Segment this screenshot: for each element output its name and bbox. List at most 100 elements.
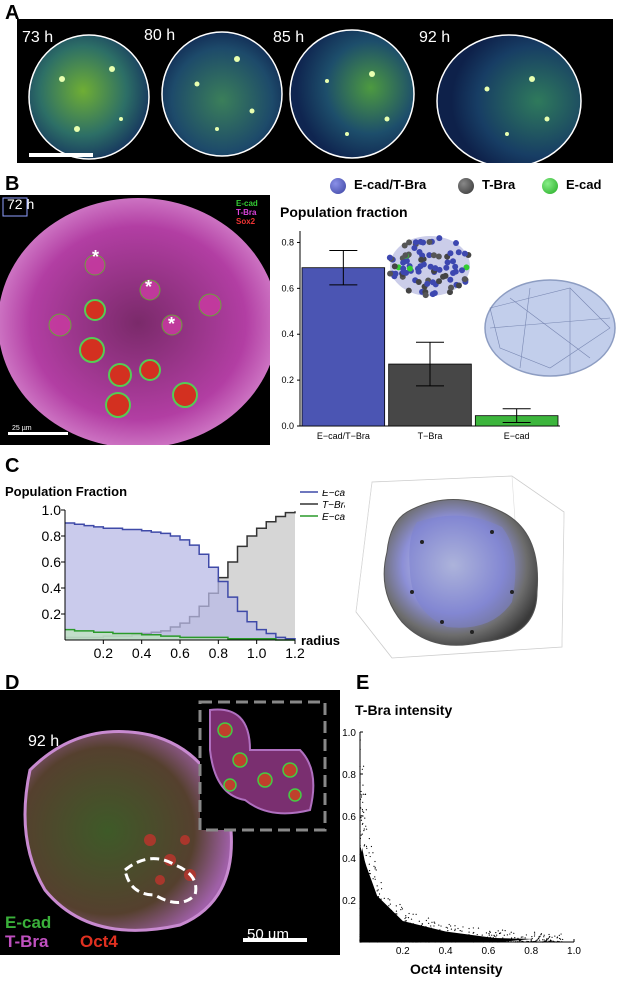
scatter-point xyxy=(360,796,363,798)
scatter-point xyxy=(397,939,399,941)
cloud-cell xyxy=(402,252,409,259)
scatter-point xyxy=(415,913,417,915)
organoid-85h xyxy=(289,29,415,159)
scatter-point xyxy=(440,935,442,937)
scatter-point xyxy=(366,872,368,875)
scatter-point xyxy=(370,919,372,921)
scatter-ylabel: T-Bra intensity xyxy=(355,702,453,718)
cloud-cell xyxy=(400,259,407,266)
legend-label-tbra: T-Bra xyxy=(482,177,516,192)
scatter-point xyxy=(374,868,376,870)
scatter-point xyxy=(426,938,428,941)
scatter-point xyxy=(376,925,378,928)
scatter-point xyxy=(368,863,370,865)
scatter-point xyxy=(559,937,561,940)
scatter-point xyxy=(362,822,364,825)
panel-d-image xyxy=(0,690,340,955)
scatter-point xyxy=(445,934,447,936)
scatter-point xyxy=(362,934,364,936)
scatter-point xyxy=(388,939,390,942)
scatter-point xyxy=(365,910,367,912)
scatter-x-tick-label: 0.2 xyxy=(396,946,410,957)
scatter-point xyxy=(449,940,451,942)
scatter-x-tick-label: 1.0 xyxy=(567,946,581,957)
cloud-cell xyxy=(447,250,454,257)
scatter-point xyxy=(382,919,384,921)
scatter-point xyxy=(482,940,484,942)
panel-a-organoids xyxy=(28,29,582,168)
scatter-point xyxy=(543,939,545,941)
scatter-point xyxy=(360,817,362,819)
scatter-point xyxy=(435,939,437,941)
scatter-point xyxy=(365,809,367,811)
cloud-cell xyxy=(422,292,429,299)
scatter-point xyxy=(514,937,516,939)
scatter-point xyxy=(391,938,394,940)
scatter-point xyxy=(479,938,481,940)
area-x-tick-label: 0.2 xyxy=(94,645,114,660)
panel-b-label: B xyxy=(5,173,20,195)
scatter-point xyxy=(367,872,369,874)
scatter-point xyxy=(438,924,440,926)
timepoint-label: 80 h xyxy=(144,27,176,44)
cloud-cell xyxy=(426,238,433,245)
scatter-point xyxy=(361,868,364,870)
scatter-point xyxy=(500,938,502,940)
cloud-cell xyxy=(392,270,399,277)
scatter-point xyxy=(421,935,423,937)
bar-y-tick-label: 0.8 xyxy=(281,237,294,247)
scatter-point xyxy=(473,931,475,934)
scatter-point xyxy=(426,931,428,933)
scatter-point xyxy=(363,811,365,813)
scatter-point xyxy=(364,870,366,873)
organoid-80h xyxy=(161,31,283,157)
scatter-point xyxy=(451,937,453,940)
scatter-point xyxy=(485,932,488,934)
scatter-point xyxy=(418,932,420,934)
scatter-point xyxy=(374,866,376,868)
scatter-point xyxy=(430,927,432,929)
cloud-cell xyxy=(436,235,443,242)
scatter-point xyxy=(551,940,553,942)
scatter-point xyxy=(460,938,463,940)
scatter-point xyxy=(418,938,421,941)
scatter-point xyxy=(373,926,375,928)
scatter-point xyxy=(372,852,374,854)
scatter-point xyxy=(493,938,495,941)
scatter-point xyxy=(497,939,499,941)
panel-d-micrograph xyxy=(23,700,327,942)
scatter-point xyxy=(436,939,438,941)
scatter-point xyxy=(472,927,474,929)
scatter-point xyxy=(392,929,395,931)
scatter-point xyxy=(390,909,393,912)
scatter-point xyxy=(406,926,408,929)
scatter-point xyxy=(362,869,364,871)
population-bar-chart: Population fraction 0.0 0.2 0.4 0.6 0.8 E−cad… xyxy=(280,204,616,441)
scatter-point xyxy=(362,907,364,909)
cloud-cell xyxy=(426,252,433,259)
scatter-point xyxy=(373,865,375,867)
scatter-point xyxy=(395,905,397,907)
cloud-cell xyxy=(418,256,425,263)
scatter-y-tick-label: 0.2 xyxy=(342,896,356,907)
scatter-point xyxy=(372,889,374,891)
scatter-point xyxy=(414,936,416,938)
scatter-point xyxy=(412,923,414,925)
cloud-cell xyxy=(415,279,422,286)
scatter-point xyxy=(481,934,483,936)
scatter-y-tick-label: 1.0 xyxy=(342,728,356,739)
scatter-dense-core xyxy=(360,845,500,942)
cloud-cell xyxy=(420,239,427,246)
scatter-point xyxy=(457,927,459,930)
cloud-cell xyxy=(449,258,456,265)
scatter-point xyxy=(413,934,415,936)
scatter-point xyxy=(488,932,490,935)
legend-swatch-ecad xyxy=(542,178,558,194)
scatter-point xyxy=(362,810,364,812)
scatter-point xyxy=(377,924,379,926)
scatter-point xyxy=(539,935,541,937)
scatter-point xyxy=(435,937,437,939)
scatter-point xyxy=(420,924,423,927)
scatter-point xyxy=(365,825,367,827)
area-x-tick-label: 0.6 xyxy=(170,645,190,660)
